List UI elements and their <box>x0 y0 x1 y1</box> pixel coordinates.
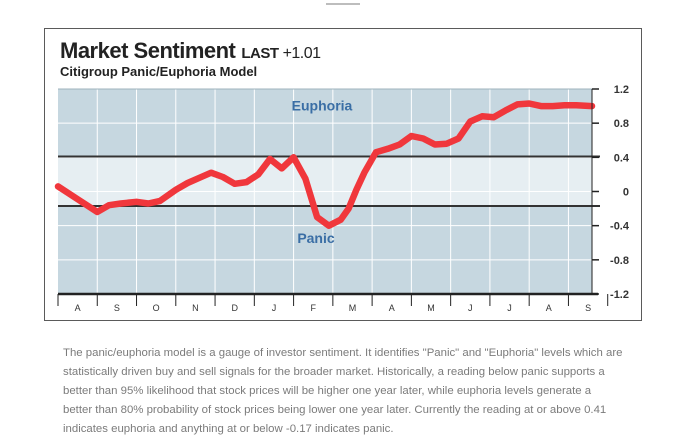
x-tick-label: A <box>75 303 81 313</box>
neutral-zone <box>58 156 592 207</box>
data-point <box>208 170 214 175</box>
data-point <box>134 199 139 204</box>
y-tick-label: 0 <box>623 187 629 199</box>
data-point <box>397 142 402 147</box>
data-point <box>244 179 249 185</box>
data-point <box>479 114 485 119</box>
euphoria-label: Euphoria <box>292 97 353 113</box>
data-point <box>385 146 391 151</box>
data-point <box>338 217 343 222</box>
data-point <box>118 201 124 206</box>
data-point <box>75 196 80 202</box>
x-tick-label: J <box>507 303 512 313</box>
data-point <box>146 201 151 206</box>
x-tick-label: N <box>192 303 199 313</box>
y-tick-label: -0.4 <box>610 221 630 233</box>
data-point <box>491 114 497 120</box>
data-point <box>526 101 532 106</box>
last-label: LAST <box>241 45 279 62</box>
y-tick-label: 0.4 <box>614 152 630 164</box>
x-tick-label: S <box>585 303 591 313</box>
y-tick-label: 0.8 <box>614 118 629 130</box>
y-tick-label: -1.2 <box>610 289 629 301</box>
x-tick-label: J <box>468 303 473 313</box>
x-tick-label: M <box>427 303 435 313</box>
data-point <box>503 108 508 113</box>
panic-label: Panic <box>297 230 335 246</box>
data-point <box>326 223 332 228</box>
data-point <box>157 198 163 204</box>
chart-caption: The panic/euphoria model is a gauge of i… <box>63 347 623 435</box>
data-point <box>515 102 520 107</box>
chart-title-text: Market Sentiment <box>60 38 236 63</box>
data-point <box>291 155 296 160</box>
data-point <box>362 170 367 175</box>
data-point <box>106 202 112 208</box>
data-point <box>232 181 237 187</box>
x-tick-label: S <box>114 303 120 313</box>
data-point <box>346 206 351 211</box>
data-point <box>444 141 449 146</box>
y-tick-label: -0.8 <box>610 255 629 267</box>
data-point <box>303 176 308 181</box>
data-point <box>173 187 178 192</box>
x-tick-label: A <box>546 303 552 313</box>
top-divider <box>326 3 360 5</box>
data-point <box>267 156 273 162</box>
data-point <box>197 175 202 181</box>
data-point <box>420 136 426 141</box>
y-tick-label: 1.2 <box>614 84 629 96</box>
data-point <box>574 103 579 108</box>
x-tick-label: F <box>310 303 316 313</box>
data-point <box>550 103 555 109</box>
data-point <box>432 142 438 147</box>
data-point <box>562 103 567 108</box>
data-point <box>538 103 544 109</box>
chart-title: Market Sentiment LAST +1.01 <box>60 38 321 64</box>
data-point <box>468 119 473 124</box>
data-point <box>354 187 359 192</box>
data-point <box>256 172 261 177</box>
x-tick-label: A <box>389 303 395 313</box>
chart-subtitle: Citigroup Panic/Euphoria Model <box>60 64 258 79</box>
data-point <box>314 214 320 220</box>
data-point <box>456 136 461 141</box>
x-tick-label: M <box>349 303 357 313</box>
last-value: +1.01 <box>282 45 321 62</box>
data-point <box>220 174 226 180</box>
x-tick-label: J <box>272 303 277 313</box>
data-point <box>373 150 379 155</box>
data-point <box>95 209 100 215</box>
data-point <box>185 180 190 186</box>
data-point <box>55 184 61 189</box>
data-point <box>279 166 285 171</box>
x-tick-label: D <box>231 303 238 313</box>
x-tick-label: O <box>153 303 160 313</box>
data-point <box>409 133 414 139</box>
